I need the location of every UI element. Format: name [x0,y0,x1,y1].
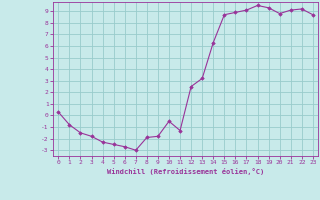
X-axis label: Windchill (Refroidissement éolien,°C): Windchill (Refroidissement éolien,°C) [107,168,264,175]
